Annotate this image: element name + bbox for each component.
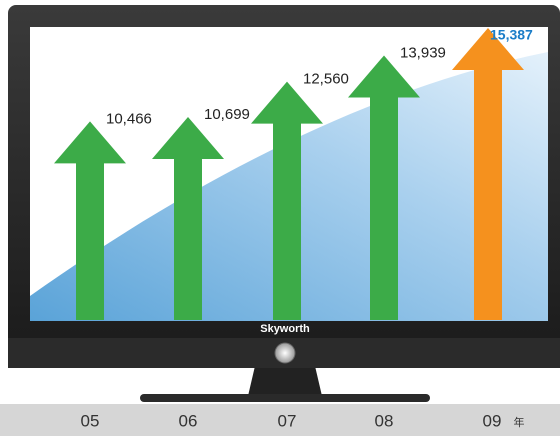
footer-strip (0, 404, 560, 436)
arrow-bar (452, 28, 524, 320)
value-label: 12,560 (303, 71, 349, 88)
x-tick-label: 08 (375, 411, 394, 430)
x-tick-label: 09 (483, 411, 502, 430)
power-button[interactable] (274, 342, 296, 364)
tv-stand (140, 394, 430, 402)
arrow-bar (152, 116, 224, 320)
arrow-bar (348, 55, 420, 320)
x-tick-label: 05 (81, 411, 100, 430)
value-label: 13,939 (400, 44, 446, 61)
value-label: 10,466 (106, 110, 152, 127)
arrow-bar (54, 121, 126, 320)
x-tick-label: 07 (278, 411, 297, 430)
tv-neck (248, 366, 322, 396)
arrow-bar (251, 81, 323, 320)
brand: Skyworth (260, 323, 310, 335)
unit-label: 年 (514, 415, 525, 429)
value-label: 15,387 (490, 27, 533, 43)
x-tick-label: 06 (179, 411, 198, 430)
value-label: 10,699 (204, 106, 250, 123)
